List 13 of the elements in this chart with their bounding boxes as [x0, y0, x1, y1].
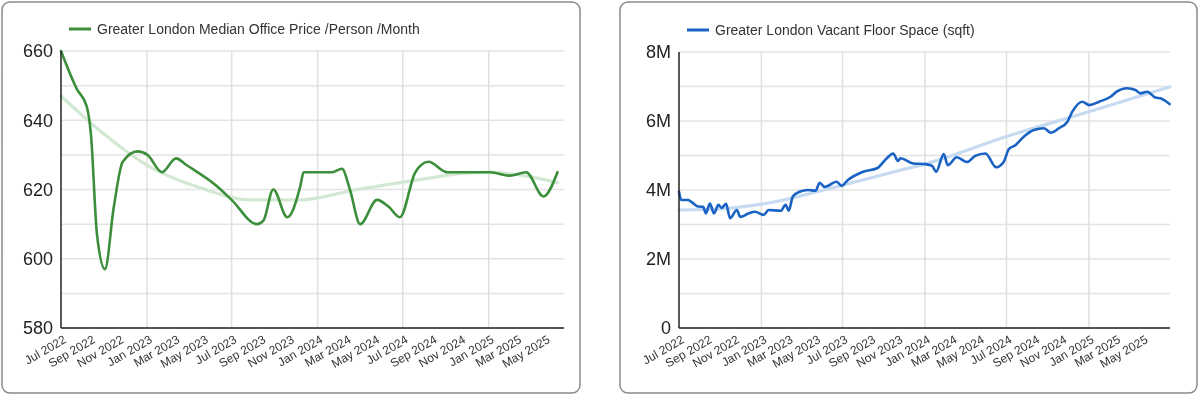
y-tick-label: 620	[22, 179, 53, 200]
y-tick-label: 0	[660, 318, 671, 339]
line-series	[59, 49, 559, 271]
y-tick-label: 4M	[645, 180, 671, 201]
y-tick-label: 640	[22, 110, 53, 131]
y-tick-label: 600	[22, 249, 53, 270]
legend-label: Greater London Vacant Floor Space (sqft)	[715, 21, 975, 38]
y-tick-label: 8M	[645, 42, 671, 63]
legend-label: Greater London Median Office Price /Person /Month	[97, 20, 420, 37]
y-tick-label: 660	[22, 41, 53, 62]
y-tick-label: 580	[22, 318, 53, 339]
y-tick-label: 6M	[645, 111, 671, 132]
y-tick-label: 2M	[645, 249, 671, 270]
